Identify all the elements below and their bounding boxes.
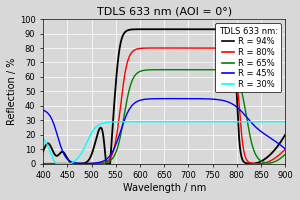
Legend: R = 94%, R = 80%, R = 65%, R = 45%, R = 30%: R = 94%, R = 80%, R = 65%, R = 45%, R = … (215, 23, 281, 92)
X-axis label: Wavelength / nm: Wavelength / nm (122, 183, 206, 193)
Y-axis label: Reflection / %: Reflection / % (7, 58, 17, 125)
Title: TDLS 633 nm (AOI = 0°): TDLS 633 nm (AOI = 0°) (97, 7, 232, 17)
